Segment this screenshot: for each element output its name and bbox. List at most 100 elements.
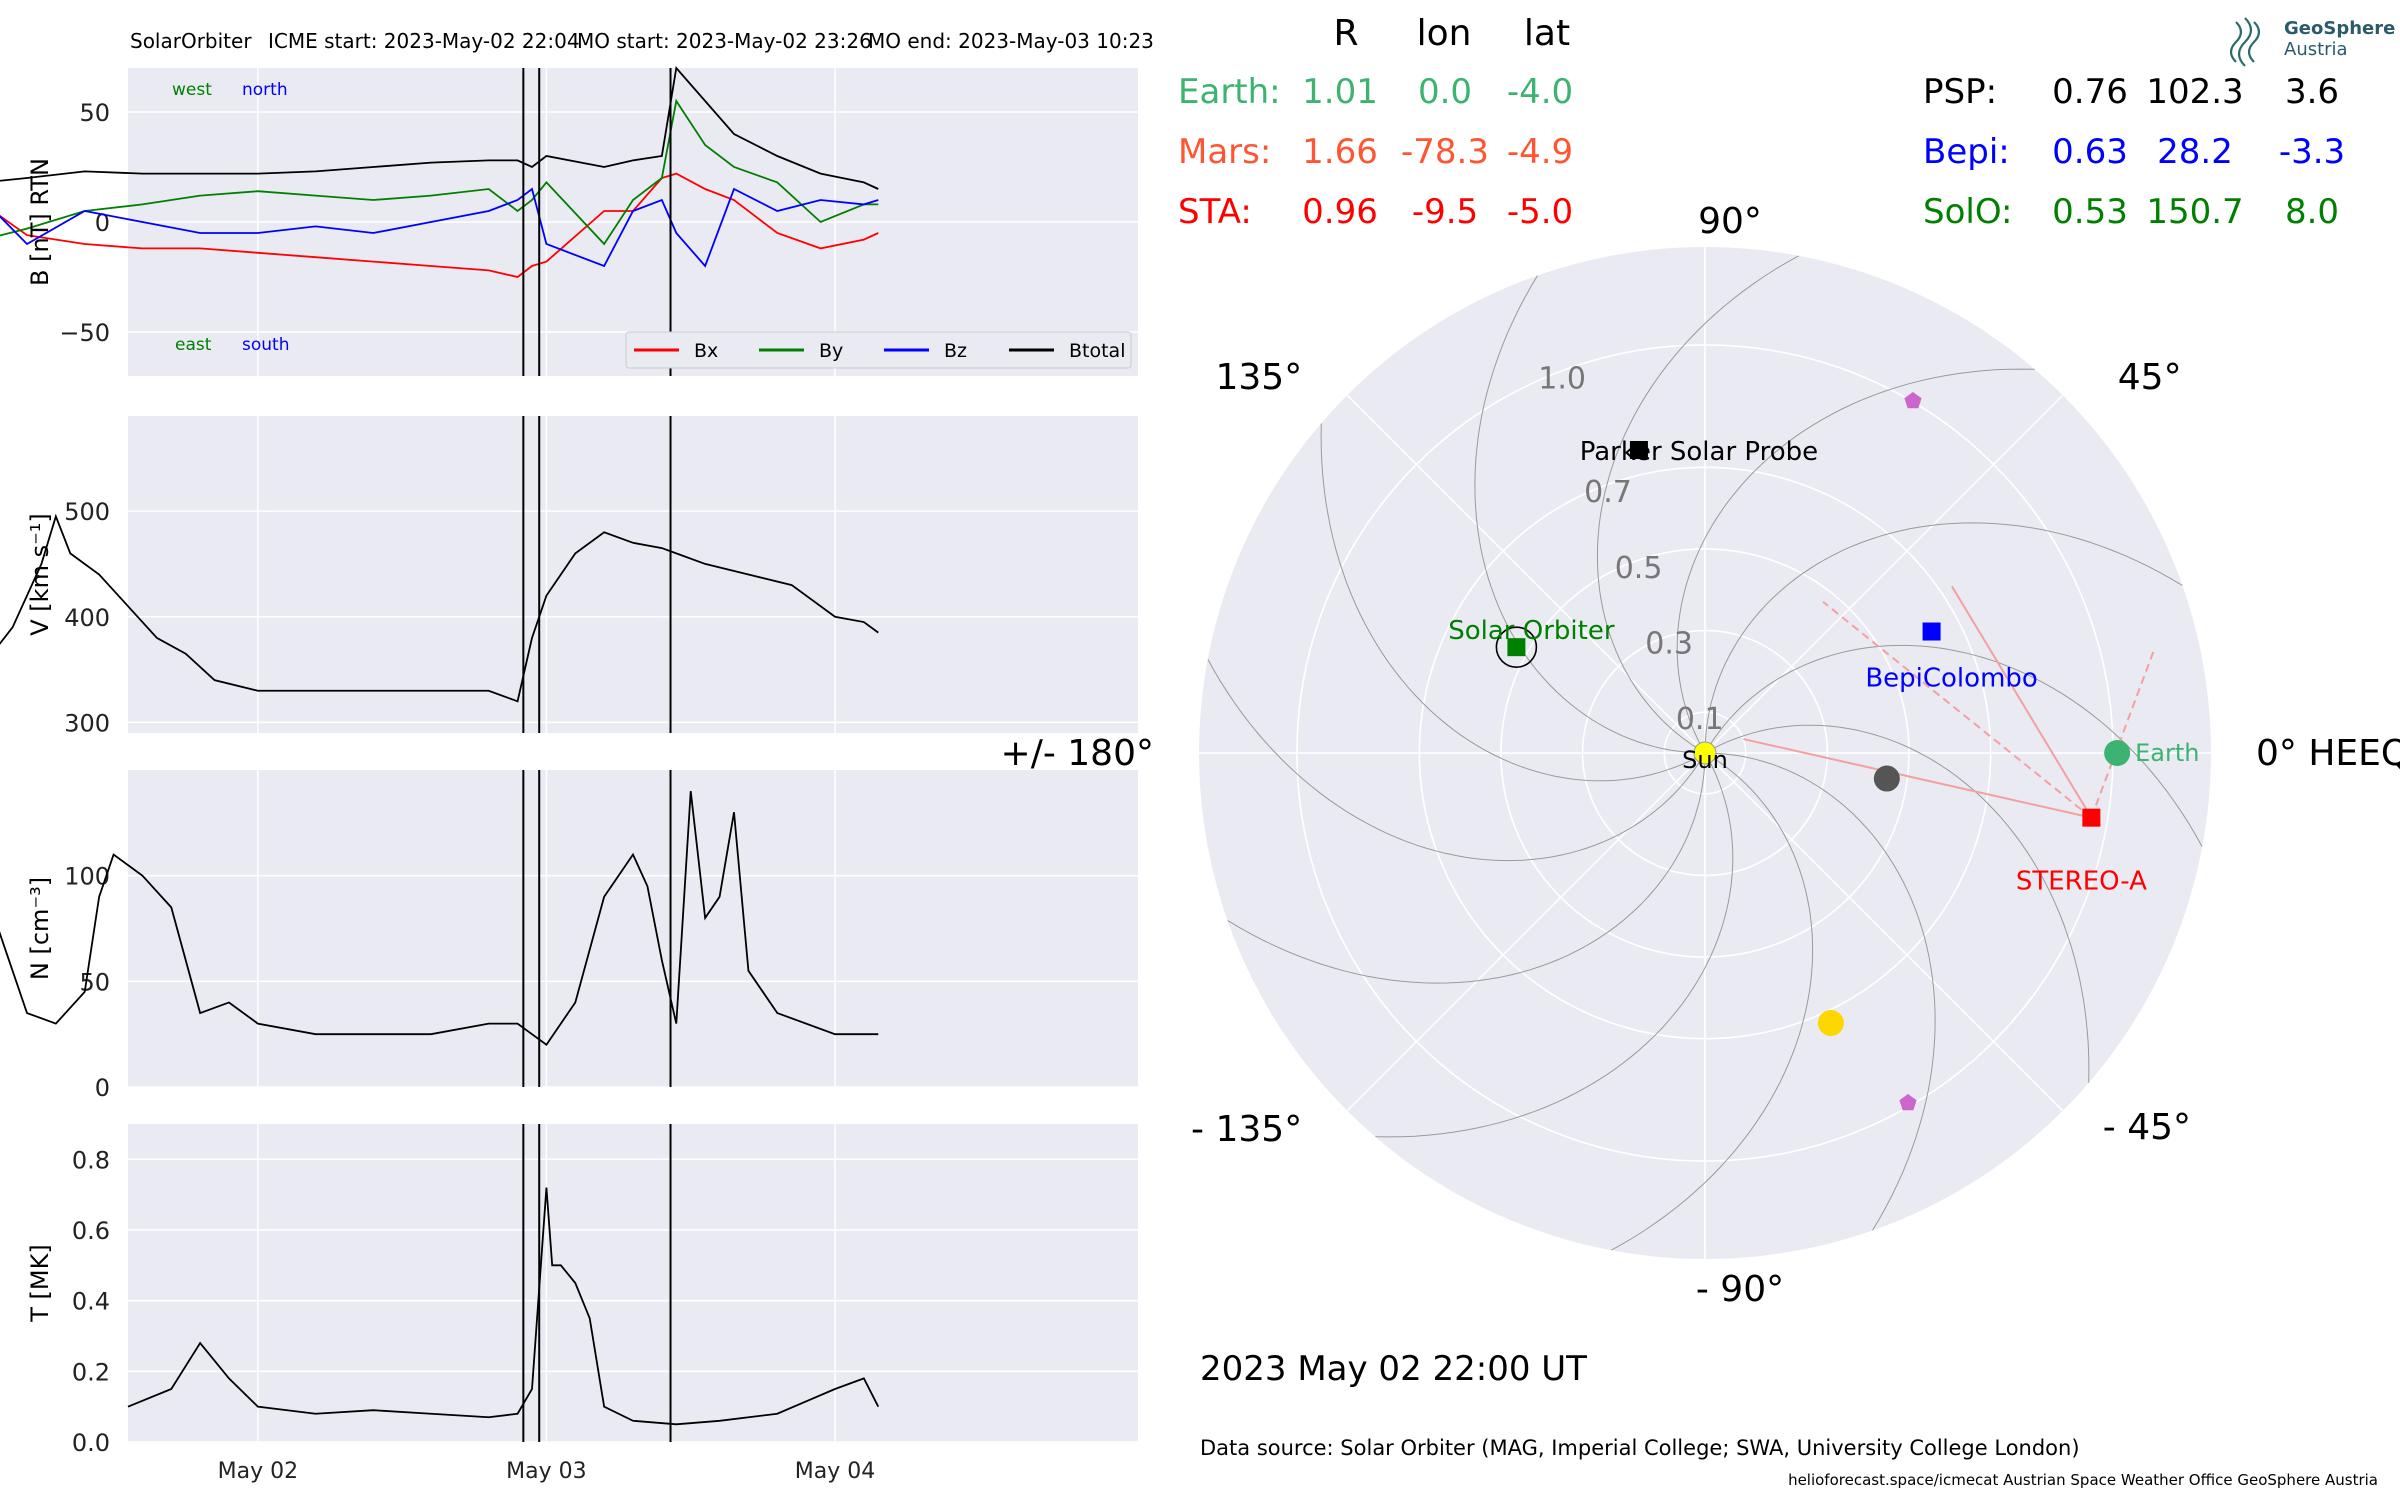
table-row-name: SolO: bbox=[1923, 192, 2012, 232]
series-line-Bz bbox=[0, 187, 879, 268]
stereo-a-fov-lines bbox=[1743, 585, 2156, 819]
parker-spiral-line bbox=[1704, 752, 1936, 1231]
point-label: BepiColombo bbox=[1865, 664, 2038, 694]
table-row-name: PSP: bbox=[1923, 72, 1997, 112]
point-label: Sun bbox=[1682, 746, 1728, 774]
angle-label: 45° bbox=[2118, 357, 2182, 398]
angle-label: - 90° bbox=[1696, 1269, 1784, 1310]
y-tick-label: −50 bbox=[59, 319, 110, 347]
fov-line bbox=[1743, 738, 2092, 819]
parker-spiral-line bbox=[1474, 275, 1706, 754]
x-tick-label: May 03 bbox=[506, 1459, 586, 1484]
table-cell-lat: -4.0 bbox=[1507, 72, 1573, 112]
table-cell-lat: -4.9 bbox=[1507, 132, 1573, 172]
panel-background bbox=[128, 1124, 1138, 1442]
angle-label: - 135° bbox=[1191, 1109, 1302, 1150]
table-cell-lon: -78.3 bbox=[1401, 132, 1489, 172]
point-solar-orbiter bbox=[1507, 638, 1526, 657]
series-line-temperature bbox=[127, 1187, 880, 1426]
parker-spiral-line bbox=[1227, 752, 1706, 984]
mars-marker bbox=[1899, 1094, 1917, 1111]
table-cell-lat: 8.0 bbox=[2285, 192, 2339, 232]
credits: helioforecast.space/icmecat Austrian Spa… bbox=[1788, 1471, 2378, 1489]
radial-tick-label: 0.5 bbox=[1615, 551, 1663, 586]
legend-entry: Bz bbox=[944, 340, 967, 362]
point-stereo-a bbox=[2082, 808, 2101, 827]
table-cell-lat: 3.6 bbox=[2285, 72, 2339, 112]
point-label: STEREO-A bbox=[2016, 867, 2147, 897]
parker-spiral-line bbox=[1596, 255, 1800, 754]
angle-label: 90° bbox=[1698, 201, 1762, 242]
mo-end-label: MO end: 2023-May-03 10:23 bbox=[868, 29, 1154, 53]
series-line-By bbox=[0, 98, 879, 246]
parker-spiral-line bbox=[1676, 368, 2035, 754]
table-row-name: STA: bbox=[1178, 192, 1252, 232]
event-header: SolarOrbiter ICME start: 2023-May-02 22:… bbox=[130, 29, 1154, 53]
series-line-velocity bbox=[0, 513, 879, 703]
legend-box bbox=[625, 331, 1132, 369]
legend-entry: Btotal bbox=[1069, 340, 1125, 362]
y-axis-label: V [km s⁻¹] bbox=[26, 513, 54, 635]
geosphere-logo: GeoSphere Austria bbox=[2229, 17, 2395, 67]
legend-entry: By bbox=[819, 340, 843, 362]
annotation-east: east bbox=[175, 335, 212, 355]
y-tick-label: 500 bbox=[64, 498, 110, 526]
series-line-density bbox=[0, 791, 879, 1047]
fov-line-dashed bbox=[1822, 601, 2092, 819]
y-tick-label: 0 bbox=[95, 1074, 110, 1102]
data-source: Data source: Solar Orbiter (MAG, Imperia… bbox=[1200, 1436, 2080, 1460]
point-label: Solar Orbiter bbox=[1448, 616, 1615, 646]
fov-line bbox=[1951, 585, 2093, 819]
table-cell-lat: -5.0 bbox=[1507, 192, 1573, 232]
panel-background bbox=[128, 416, 1138, 733]
timestamp: 2023 May 02 22:00 UT bbox=[1200, 1349, 1587, 1389]
table-cell-r: 0.96 bbox=[1302, 192, 1378, 232]
y-axis-label: T [MK] bbox=[26, 1244, 54, 1322]
panel-temperature: 0.8 0.6 0.4 0.2 0.0 T [MK] May 02 May 03 May 04 bbox=[26, 1124, 1138, 1484]
annotation-north: north bbox=[242, 80, 288, 100]
fov-line-dashed bbox=[2090, 648, 2156, 819]
y-tick-label: 50 bbox=[79, 99, 110, 127]
angular-grid-line bbox=[1704, 752, 2064, 1112]
x-tick-label: May 02 bbox=[218, 1459, 298, 1484]
table-row-name: Mars: bbox=[1178, 132, 1271, 172]
table-cell-r: 0.63 bbox=[2052, 132, 2128, 172]
angular-grid-line bbox=[1346, 752, 1706, 1112]
y-tick-label: 0.0 bbox=[72, 1429, 110, 1457]
table-cell-lon: 28.2 bbox=[2157, 132, 2233, 172]
parker-spiral-line bbox=[1320, 423, 1706, 782]
table-cell-lon: 102.3 bbox=[2146, 72, 2243, 112]
table-cell-lon: -9.5 bbox=[1412, 192, 1478, 232]
table-cell-lon: 0.0 bbox=[1418, 72, 1472, 112]
table-cell-r: 0.76 bbox=[2052, 72, 2128, 112]
y-tick-label: 0.4 bbox=[72, 1288, 110, 1316]
y-tick-label: 0.6 bbox=[72, 1217, 110, 1245]
angle-label: - 45° bbox=[2103, 1107, 2191, 1148]
legend: Bx By Bz Btotal bbox=[625, 331, 1132, 369]
table-header: lon bbox=[1417, 13, 1472, 54]
table-cell-r: 1.01 bbox=[1302, 72, 1378, 112]
annotation-west: west bbox=[172, 80, 212, 100]
solar-orbiter-ring bbox=[1495, 626, 1538, 668]
point-label: Earth bbox=[2135, 739, 2199, 767]
table-row-name: Bepi: bbox=[1923, 132, 2010, 172]
radial-tick-label: 0.1 bbox=[1676, 702, 1724, 737]
y-axis-label: B [nT] RTN bbox=[26, 158, 54, 286]
angular-grid-line bbox=[1346, 394, 1706, 754]
logo-line-1: GeoSphere bbox=[2284, 18, 2395, 39]
point-sun bbox=[1693, 741, 1717, 765]
point-venus bbox=[1817, 1009, 1844, 1036]
radial-tick-label: 0.7 bbox=[1584, 475, 1632, 510]
mars-marker bbox=[1904, 392, 1922, 409]
angle-label: 135° bbox=[1215, 357, 1302, 398]
table-cell-lon: 150.7 bbox=[2146, 192, 2243, 232]
parker-spiral-line bbox=[1375, 752, 1734, 1138]
point-earth bbox=[2104, 740, 2131, 766]
spacecraft-name: SolarOrbiter bbox=[130, 29, 252, 53]
mo-start-label: MO start: 2023-May-02 23:26 bbox=[577, 29, 872, 53]
heeq-polar-plot: 0.1 0.3 0.5 0.7 1.0 0° HEEQ 45° 90° 135° +/- 180°… bbox=[1001, 201, 2400, 1310]
radial-tick-label: 1.0 bbox=[1538, 362, 1586, 397]
